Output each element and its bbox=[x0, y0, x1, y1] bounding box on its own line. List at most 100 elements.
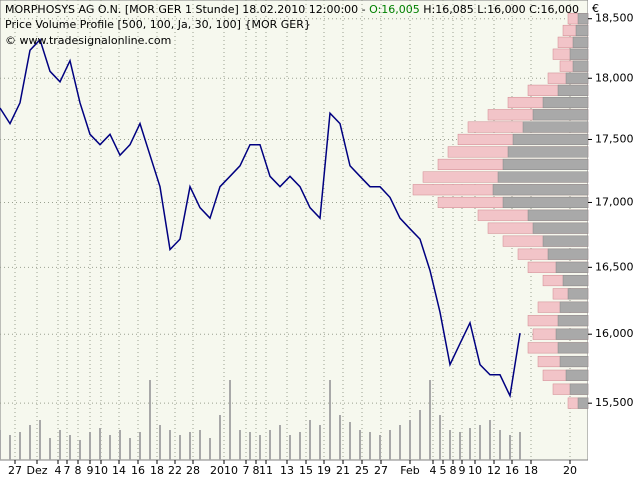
volume-bar bbox=[189, 432, 191, 460]
x-tick-label: 22 bbox=[168, 464, 182, 477]
volume-bar bbox=[79, 440, 81, 460]
profile-bar bbox=[512, 133, 589, 146]
volume-bar bbox=[239, 430, 241, 460]
volume-bar bbox=[9, 435, 11, 460]
volume-bar bbox=[69, 435, 71, 460]
profile-bar bbox=[542, 96, 589, 109]
profile-bar bbox=[542, 235, 589, 247]
volume-bar bbox=[229, 380, 231, 460]
profile-bar bbox=[565, 72, 589, 84]
profile-bar bbox=[577, 13, 589, 25]
volume-bar bbox=[109, 435, 111, 460]
volume-bar bbox=[89, 432, 91, 460]
volume-bar bbox=[379, 435, 381, 460]
volume-bar bbox=[479, 425, 481, 460]
x-tick-label: 8 bbox=[75, 464, 82, 477]
x-tick-label: 9 bbox=[459, 464, 466, 477]
volume-bar bbox=[459, 432, 461, 460]
x-tick-label: 13 bbox=[280, 464, 294, 477]
profile-bar bbox=[527, 209, 589, 221]
profile-bar bbox=[577, 397, 589, 409]
volume-bar bbox=[139, 432, 141, 460]
ohlc-rest: H:16,085 L:16,000 C:16,000 bbox=[420, 3, 579, 16]
volume-bar bbox=[169, 430, 171, 460]
volume-bar bbox=[249, 432, 251, 460]
volume-bar bbox=[179, 435, 181, 460]
volume-bar bbox=[349, 422, 351, 460]
y-tick-label: 17,000 bbox=[595, 195, 634, 208]
x-tick-label: 15 bbox=[299, 464, 313, 477]
x-tick-label: 4 bbox=[430, 464, 437, 477]
volume-bar bbox=[159, 425, 161, 460]
profile-bar bbox=[522, 121, 589, 133]
profile-bar bbox=[497, 171, 589, 183]
open-value: O:16,005 bbox=[369, 3, 420, 16]
profile-bar bbox=[492, 184, 589, 196]
x-tick-label: 8 bbox=[450, 464, 457, 477]
x-tick-label: 8 bbox=[253, 464, 260, 477]
volume-bar bbox=[99, 428, 101, 460]
volume-bar bbox=[29, 425, 31, 460]
volume-bar bbox=[199, 430, 201, 460]
axis-area bbox=[588, 0, 640, 480]
volume-bar bbox=[359, 430, 361, 460]
profile-bar bbox=[555, 328, 589, 340]
volume-bar bbox=[219, 415, 221, 460]
volume-bar bbox=[259, 435, 261, 460]
price-line bbox=[0, 38, 521, 399]
profile-bar bbox=[565, 369, 589, 381]
x-tick-label: 19 bbox=[317, 464, 331, 477]
x-tick-label: Dez bbox=[26, 464, 47, 477]
x-tick-label: 21 bbox=[336, 464, 350, 477]
x-tick-label: 10 bbox=[468, 464, 482, 477]
x-tick-label: 20 bbox=[563, 464, 577, 477]
y-tick-label: 18,000 bbox=[595, 71, 634, 84]
x-tick-label: 27 bbox=[374, 464, 388, 477]
instrument: MORPHOSYS AG O.N. [MOR GER 1 Stunde] 18.… bbox=[5, 3, 369, 16]
volume-bar bbox=[279, 425, 281, 460]
volume-bar bbox=[209, 438, 211, 460]
x-tick-label: Feb bbox=[400, 464, 419, 477]
profile-bar bbox=[557, 315, 589, 327]
x-tick-label: 5 bbox=[440, 464, 447, 477]
profile-bar bbox=[557, 84, 589, 96]
volume-bar bbox=[409, 420, 411, 460]
profile-bar bbox=[532, 222, 589, 234]
profile-bar bbox=[559, 355, 589, 368]
x-tick-label: 27 bbox=[8, 464, 22, 477]
profile-bar bbox=[502, 158, 589, 170]
profile-bar bbox=[572, 36, 589, 48]
profile-bar bbox=[572, 60, 589, 72]
volume-bar bbox=[439, 415, 441, 460]
x-tick-label: 4 bbox=[55, 464, 62, 477]
volume-bar bbox=[49, 438, 51, 460]
volume-bar bbox=[509, 435, 511, 460]
volume-bar bbox=[0, 430, 1, 460]
x-tick-label: 10 bbox=[94, 464, 108, 477]
volume-bar bbox=[309, 420, 311, 460]
x-tick-label: 9 bbox=[87, 464, 94, 477]
volume-bar bbox=[339, 415, 341, 460]
profile-bar bbox=[569, 383, 589, 395]
y-tick-label: 18,500 bbox=[595, 12, 634, 25]
volume-bar bbox=[389, 430, 391, 460]
volume-bar bbox=[419, 410, 421, 460]
layer bbox=[0, 0, 589, 460]
profile-bar bbox=[547, 248, 589, 260]
profile-bar bbox=[567, 288, 589, 300]
profile-bar bbox=[507, 146, 589, 158]
profile-bar bbox=[575, 24, 589, 37]
volume-bar bbox=[369, 432, 371, 460]
volume-bar bbox=[519, 432, 521, 460]
volume-bar bbox=[499, 430, 501, 460]
x-tick-label: 18 bbox=[524, 464, 538, 477]
x-tick-label: 18 bbox=[150, 464, 164, 477]
profile-bar bbox=[562, 274, 589, 287]
profile-bar bbox=[532, 109, 589, 121]
y-tick-label: 16,000 bbox=[595, 327, 634, 340]
volume-bar bbox=[489, 420, 491, 460]
header-line: MORPHOSYS AG O.N. [MOR GER 1 Stunde] 18.… bbox=[5, 3, 579, 16]
profile-bar bbox=[559, 301, 589, 313]
